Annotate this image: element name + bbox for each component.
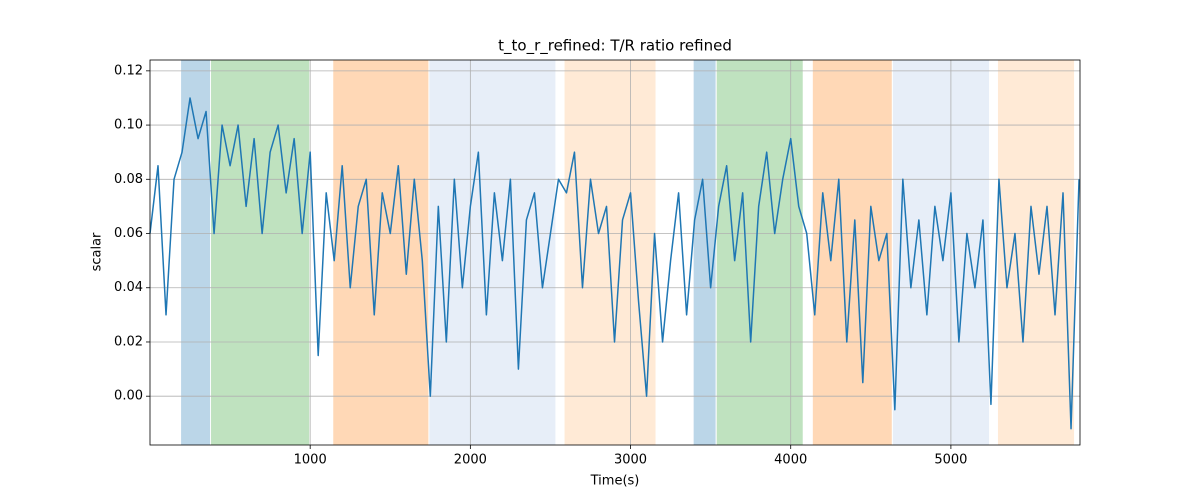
shaded-span <box>429 60 556 445</box>
spans <box>181 60 1075 445</box>
chart-title: t_to_r_refined: T/R ratio refined <box>498 37 732 56</box>
grid: 1000 2000 3000 4000 5000 0.00 0.02 0.04 0.06 0.08… <box>114 60 1080 468</box>
y-tick-label: 0.00 <box>114 389 143 404</box>
x-axis-label: Time(s) <box>590 474 640 489</box>
x-tick-label: 4000 <box>774 453 807 468</box>
y-tick-label: 0.04 <box>114 280 143 295</box>
shaded-span <box>716 60 803 445</box>
shaded-span <box>693 60 716 445</box>
axes-frame <box>149 59 1081 446</box>
y-tick-label: 0.06 <box>114 226 143 241</box>
data-line <box>149 97 1080 430</box>
shaded-span <box>564 60 656 445</box>
y-tick-label: 0.02 <box>114 334 143 349</box>
x-tick-label: 1000 <box>294 453 327 468</box>
x-tick-label: 2000 <box>454 453 487 468</box>
plot <box>149 97 1080 430</box>
y-tick-label: 0.08 <box>114 172 143 187</box>
shaded-span <box>211 60 310 445</box>
y-tick-label: 0.10 <box>114 118 143 133</box>
x-tick-label: 5000 <box>934 453 967 468</box>
y-tick-label: 0.12 <box>114 63 143 78</box>
shaded-span <box>333 60 429 445</box>
x-tick-label: 3000 <box>614 453 647 468</box>
y-axis-label: scalar <box>90 232 105 271</box>
